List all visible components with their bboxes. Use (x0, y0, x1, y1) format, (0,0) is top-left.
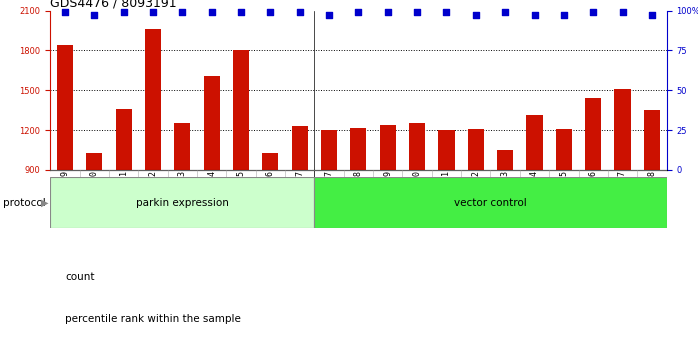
Text: GSM729739: GSM729739 (61, 170, 69, 215)
Text: GSM729730: GSM729730 (413, 170, 422, 215)
Text: GSM729745: GSM729745 (237, 170, 246, 215)
Text: GSM729741: GSM729741 (119, 170, 128, 215)
Bar (556, 130, 572, 289)
Text: GSM729737: GSM729737 (618, 170, 627, 215)
Bar (468, 130, 484, 289)
Point (206, 9, 217, 15)
Bar (262, 153, 279, 289)
Text: GSM729728: GSM729728 (354, 170, 363, 215)
Text: GSM729734: GSM729734 (530, 170, 539, 215)
Text: GSM729744: GSM729744 (207, 170, 216, 215)
Bar (497, 150, 513, 289)
FancyBboxPatch shape (314, 177, 667, 228)
Bar (174, 124, 191, 289)
Point (617, 9, 628, 15)
Bar (380, 125, 396, 289)
Text: GSM729743: GSM729743 (178, 170, 187, 215)
Point (147, 9, 158, 15)
FancyBboxPatch shape (50, 177, 314, 228)
Point (529, 12, 540, 18)
Point (265, 9, 276, 15)
Point (118, 9, 129, 15)
Bar (233, 50, 249, 289)
Point (588, 9, 599, 15)
Bar (438, 130, 454, 289)
Text: GSM729727: GSM729727 (325, 170, 334, 215)
Bar (145, 29, 161, 289)
Point (412, 9, 423, 15)
Point (500, 9, 511, 15)
Point (646, 12, 658, 18)
Text: GSM729733: GSM729733 (500, 170, 510, 215)
Point (383, 9, 394, 15)
Point (470, 12, 482, 18)
Bar (87, 153, 103, 289)
Point (323, 12, 334, 18)
Text: GSM729747: GSM729747 (295, 170, 304, 215)
Text: GDS4476 / 8093191: GDS4476 / 8093191 (50, 0, 177, 10)
Text: GSM729732: GSM729732 (471, 170, 480, 215)
Point (59, 9, 70, 15)
Point (177, 9, 188, 15)
Bar (526, 115, 542, 289)
Text: protocol: protocol (3, 198, 46, 208)
Bar (321, 130, 337, 289)
Point (352, 9, 364, 15)
Text: parkin expression: parkin expression (136, 198, 229, 208)
Point (294, 9, 305, 15)
Text: GSM729736: GSM729736 (588, 170, 597, 215)
Text: percentile rank within the sample: percentile rank within the sample (65, 314, 241, 325)
Text: vector control: vector control (454, 198, 527, 208)
Text: count: count (65, 272, 94, 282)
Bar (57, 45, 73, 289)
Bar (644, 109, 660, 289)
Bar (204, 76, 220, 289)
Bar (350, 128, 366, 289)
Bar (585, 98, 601, 289)
Text: GSM729742: GSM729742 (149, 170, 158, 215)
Point (441, 9, 452, 15)
Text: GSM729738: GSM729738 (648, 170, 656, 215)
Bar (614, 89, 630, 289)
Text: GSM729735: GSM729735 (559, 170, 568, 215)
Bar (116, 109, 132, 289)
Bar (292, 126, 308, 289)
Text: GSM729729: GSM729729 (383, 170, 392, 215)
Bar (409, 123, 425, 289)
Point (235, 9, 246, 15)
Text: GSM729746: GSM729746 (266, 170, 275, 215)
Text: GSM729740: GSM729740 (90, 170, 99, 215)
Point (89, 12, 100, 18)
Text: GSM729731: GSM729731 (442, 170, 451, 215)
Point (558, 12, 570, 18)
Text: ▶: ▶ (40, 198, 48, 208)
